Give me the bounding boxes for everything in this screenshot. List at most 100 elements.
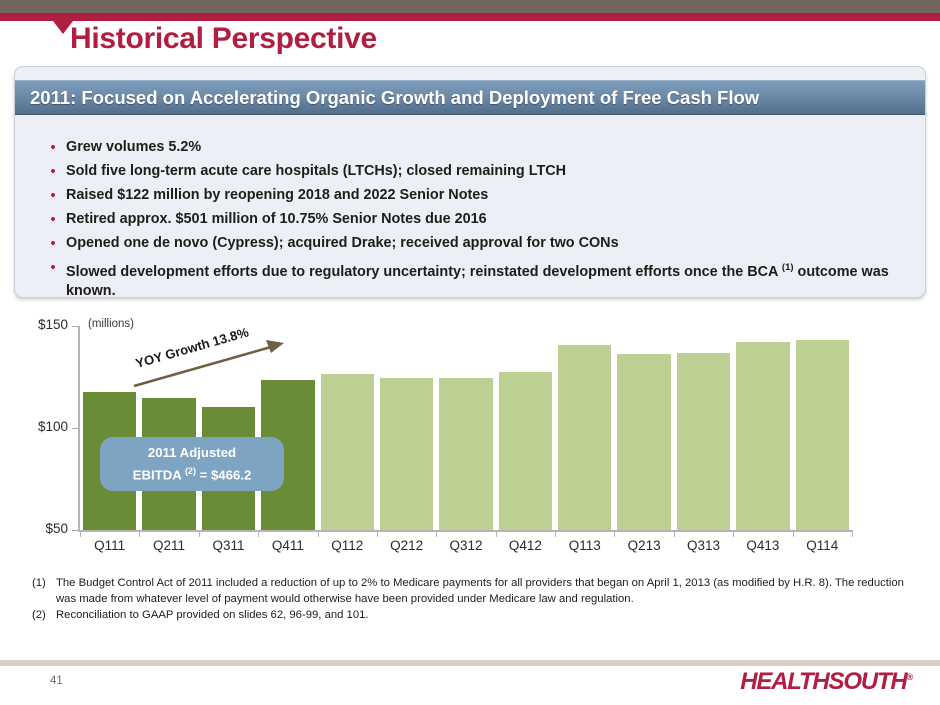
x-axis-tick-label: Q412 <box>508 538 542 553</box>
bullet-item: • Retired approx. $501 million of 10.75% … <box>40 210 900 230</box>
bullet-item: • Slowed development efforts due to regul… <box>40 258 900 302</box>
ebitda-callout-line2: EBITDA (2) = $466.2 <box>133 462 252 484</box>
bar-q413 <box>736 341 790 530</box>
bar-slot <box>436 326 495 530</box>
brand-logo-text: HEALTHSOUTH <box>740 668 908 695</box>
bar-slot <box>674 326 733 530</box>
bar-slot <box>139 326 198 530</box>
x-axis-tick-mark <box>258 530 260 537</box>
bullet-list: • Grew volumes 5.2% • Sold five long-term a… <box>40 138 900 306</box>
bullet-marker-icon: • <box>50 259 56 276</box>
bullet-marker-icon: • <box>50 139 56 156</box>
bullet-marker-icon: • <box>50 163 56 180</box>
x-axis-tick-mark <box>80 530 81 537</box>
page-number: 41 <box>50 675 63 687</box>
x-axis-tick-mark <box>673 530 675 537</box>
x-axis-tick-mark <box>733 530 735 537</box>
footnote-item: (1) The Budget Control Act of 2011 includ… <box>32 576 912 607</box>
x-axis-tick-mark <box>376 530 378 537</box>
bullet-label: Slowed development efforts due to regula… <box>66 262 889 300</box>
x-axis-tick-label: Q112 <box>331 538 364 553</box>
bar-slot <box>555 326 614 530</box>
x-axis-tick-mark <box>317 530 319 537</box>
y-axis-tick-label: $50 <box>45 521 68 536</box>
footnote-text: Reconciliation to GAAP provided on slide… <box>56 609 369 621</box>
x-axis-tick-label: Q212 <box>390 538 424 553</box>
y-axis-tick-mark <box>72 326 79 327</box>
bullet-item: • Opened one de novo (Cypress); acquired … <box>40 234 900 254</box>
bullet-label: Raised $122 million by reopening 2018 an… <box>66 187 489 203</box>
footer-rule <box>0 660 940 666</box>
chart-units-label: (millions) <box>88 318 134 330</box>
brand-logo: HEALTHSOUTH® <box>740 668 914 696</box>
x-axis-tick-mark <box>198 530 200 537</box>
ebitda-callout: 2011 Adjusted EBITDA (2) = $466.2 <box>100 437 284 491</box>
bar-q412 <box>498 371 553 530</box>
x-axis-tick-label: Q211 <box>153 538 186 553</box>
bar-q113 <box>558 344 612 530</box>
bar-slot <box>318 326 377 530</box>
section-banner-label: 2011: Focused on Accelerating Organic Gr… <box>30 86 760 108</box>
footnote-ref: (1) <box>781 262 794 273</box>
x-axis-tick-mark <box>852 530 853 537</box>
footnote-item: (2) Reconciliation to GAAP provided on sl… <box>32 608 912 624</box>
bar-slot <box>496 326 555 530</box>
footnotes: (1) The Budget Control Act of 2011 includ… <box>32 576 912 625</box>
y-axis-tick-label: $150 <box>37 317 68 332</box>
x-axis-tick-label: Q313 <box>687 538 721 553</box>
y-axis-tick-label: $100 <box>37 419 68 434</box>
y-axis-tick-mark <box>72 530 79 531</box>
bar-slot <box>793 326 852 530</box>
x-axis-tick-label: Q411 <box>271 538 304 553</box>
x-axis-tick-label: Q113 <box>568 538 601 553</box>
ebitda-callout-suffix: = $466.2 <box>195 467 252 483</box>
footnote-marker: (2) <box>32 609 46 621</box>
x-axis-tick-label: Q311 <box>212 538 245 553</box>
bar-slot <box>80 326 139 530</box>
bar-q114 <box>795 340 849 530</box>
bar-q112 <box>320 373 374 530</box>
y-axis-tick-mark <box>72 428 79 429</box>
ebitda-callout-footnote-ref: (2) <box>184 466 196 477</box>
x-axis-tick-mark <box>495 530 497 537</box>
bullet-marker-icon: • <box>50 211 56 228</box>
bar-q213 <box>617 353 671 530</box>
x-axis-tick-label: Q213 <box>627 538 661 553</box>
x-axis-line <box>78 530 853 532</box>
bar-slot <box>199 326 258 530</box>
footnote-marker: (1) <box>32 577 46 589</box>
x-axis-tick-label: Q114 <box>806 538 839 553</box>
bar-slot <box>614 326 673 530</box>
bar-q312 <box>439 378 493 530</box>
bar-slot <box>377 326 436 530</box>
bullet-label: Sold five long-term acute care hospitals… <box>66 163 567 179</box>
page-title: Historical Perspective <box>70 22 377 55</box>
top-crimson-stripe <box>0 13 940 21</box>
bullet-item: • Sold five long-term acute care hospital… <box>40 162 900 182</box>
bullet-item: • Raised $122 million by reopening 2018 a… <box>40 186 900 206</box>
x-axis-tick-mark <box>436 530 438 537</box>
x-axis-tick-label: Q413 <box>746 538 780 553</box>
x-axis-tick-mark <box>792 530 794 537</box>
bullet-marker-icon: • <box>50 235 56 252</box>
bar-slot <box>733 326 792 530</box>
bullet-label: Retired approx. $501 million of 10.75% S… <box>66 211 487 227</box>
x-axis-tick-mark <box>555 530 557 537</box>
top-accent-bar <box>0 0 940 13</box>
ebitda-callout-line1: 2011 Adjusted <box>147 445 237 461</box>
bullet-label: Opened one de novo (Cypress); acquired D… <box>66 235 619 251</box>
bullet-item: • Grew volumes 5.2% <box>40 138 900 158</box>
brand-registered-icon: ® <box>906 672 914 682</box>
bullet-label: Grew volumes 5.2% <box>66 139 202 155</box>
bar-q313 <box>676 352 731 530</box>
bar-slot <box>258 326 317 530</box>
bullet-marker-icon: • <box>50 187 56 204</box>
x-axis-tick-label: Q312 <box>449 538 483 553</box>
title-pointer-triangle-icon <box>53 21 73 34</box>
bar-q212 <box>379 378 434 530</box>
x-axis-tick-mark <box>139 530 141 537</box>
x-axis-tick-mark <box>614 530 616 537</box>
x-axis-tick-label: Q111 <box>94 538 126 553</box>
section-banner: 2011: Focused on Accelerating Organic Gr… <box>15 80 925 115</box>
footnote-text: The Budget Control Act of 2011 included … <box>56 577 904 605</box>
